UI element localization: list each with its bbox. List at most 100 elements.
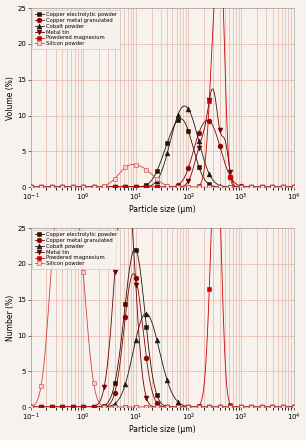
Metal tin [234, 404, 238, 410]
Copper metal granulated [144, 184, 148, 190]
Metal tin [135, 305, 139, 310]
Metal tin [209, 89, 213, 94]
Copper electrolytic powder [239, 404, 242, 410]
Copper metal granulated [145, 357, 148, 363]
Copper electrolytic powder [210, 183, 213, 188]
Line: Copper metal granulated: Copper metal granulated [28, 271, 296, 410]
Copper electrolytic powder [234, 404, 238, 410]
Copper metal granulated [210, 404, 213, 410]
Silicon powder [234, 184, 238, 190]
Cobalt powder [144, 184, 148, 189]
Metal tin [145, 396, 148, 401]
Copper electrolytic powder [135, 184, 139, 190]
Legend: Copper electrolytic powder, Copper metal granulated, Cobalt powder, Metal tin, P: Copper electrolytic powder, Copper metal… [32, 10, 120, 49]
Powdered magnesium [209, 61, 213, 66]
Cobalt powder [145, 311, 148, 316]
Copper metal granulated [210, 121, 213, 126]
Powdered magnesium [55, 404, 59, 410]
Cobalt powder [55, 404, 59, 410]
X-axis label: Particle size (μm): Particle size (μm) [129, 205, 195, 214]
Metal tin [239, 184, 242, 190]
Cobalt powder [55, 184, 59, 190]
Cobalt powder [135, 332, 139, 337]
Cobalt powder [239, 184, 242, 190]
Cobalt powder [239, 404, 242, 410]
Powdered magnesium [234, 404, 238, 410]
Line: Copper electrolytic powder: Copper electrolytic powder [28, 116, 296, 190]
Silicon powder [29, 404, 32, 409]
Copper metal granulated [292, 404, 295, 410]
Silicon powder [131, 162, 135, 167]
Metal tin [210, 404, 213, 410]
Powdered magnesium [135, 404, 139, 410]
Silicon powder [68, 186, 72, 191]
Silicon powder [210, 404, 213, 410]
Silicon powder [145, 167, 148, 172]
Line: Cobalt powder: Cobalt powder [28, 311, 296, 410]
Copper electrolytic powder [55, 184, 59, 190]
Copper electrolytic powder [239, 184, 242, 190]
Copper electrolytic powder [145, 326, 148, 332]
Silicon powder [292, 404, 295, 410]
Line: Cobalt powder: Cobalt powder [28, 103, 296, 190]
Copper metal granulated [234, 181, 238, 186]
Silicon powder [234, 404, 238, 410]
Copper metal granulated [29, 184, 32, 190]
Y-axis label: Volume (%): Volume (%) [6, 76, 15, 120]
Metal tin [211, 86, 215, 92]
Powdered magnesium [292, 184, 295, 190]
Copper metal granulated [135, 184, 139, 190]
Line: Metal tin: Metal tin [28, 87, 296, 190]
Line: Silicon powder: Silicon powder [28, 162, 296, 190]
Copper electrolytic powder [179, 116, 182, 121]
Copper metal granulated [55, 184, 59, 190]
Line: Copper metal granulated: Copper metal granulated [28, 118, 296, 190]
Silicon powder [210, 184, 213, 190]
Cobalt powder [144, 311, 148, 316]
Silicon powder [135, 404, 139, 410]
Copper metal granulated [206, 118, 209, 123]
Powdered magnesium [239, 404, 242, 410]
Copper electrolytic powder [234, 184, 238, 190]
Silicon powder [292, 184, 295, 190]
Silicon powder [55, 202, 59, 208]
Copper metal granulated [135, 282, 139, 287]
Silicon powder [55, 184, 59, 190]
Copper metal granulated [29, 404, 32, 410]
Copper electrolytic powder [292, 404, 295, 410]
Powdered magnesium [144, 184, 148, 190]
Silicon powder [145, 404, 148, 410]
Metal tin [123, 167, 127, 172]
Powdered magnesium [234, 184, 238, 190]
Cobalt powder [135, 184, 139, 190]
Cobalt powder [29, 404, 32, 410]
Line: Copper electrolytic powder: Copper electrolytic powder [28, 246, 296, 410]
Powdered magnesium [135, 184, 139, 190]
Powdered magnesium [209, 233, 213, 238]
Copper electrolytic powder [292, 184, 295, 190]
Cobalt powder [292, 184, 295, 190]
Powdered magnesium [29, 184, 32, 190]
Powdered magnesium [292, 404, 295, 410]
Cobalt powder [29, 184, 32, 190]
Metal tin [292, 404, 295, 410]
Copper electrolytic powder [144, 182, 148, 187]
Copper metal granulated [239, 183, 242, 189]
Copper electrolytic powder [29, 404, 32, 410]
Cobalt powder [292, 404, 295, 410]
Metal tin [55, 184, 59, 190]
Powdered magnesium [29, 404, 32, 410]
Metal tin [29, 184, 32, 190]
Silicon powder [239, 404, 242, 410]
Copper metal granulated [132, 271, 135, 276]
Cobalt powder [234, 184, 238, 190]
Powdered magnesium [144, 404, 148, 410]
Copper electrolytic powder [210, 404, 213, 410]
Copper metal granulated [292, 184, 295, 190]
Metal tin [292, 184, 295, 190]
Silicon powder [135, 162, 139, 168]
Y-axis label: Number (%): Number (%) [6, 294, 15, 341]
Cobalt powder [183, 103, 186, 109]
Line: Silicon powder: Silicon powder [28, 186, 296, 410]
X-axis label: Particle size (μm): Particle size (μm) [129, 425, 195, 434]
